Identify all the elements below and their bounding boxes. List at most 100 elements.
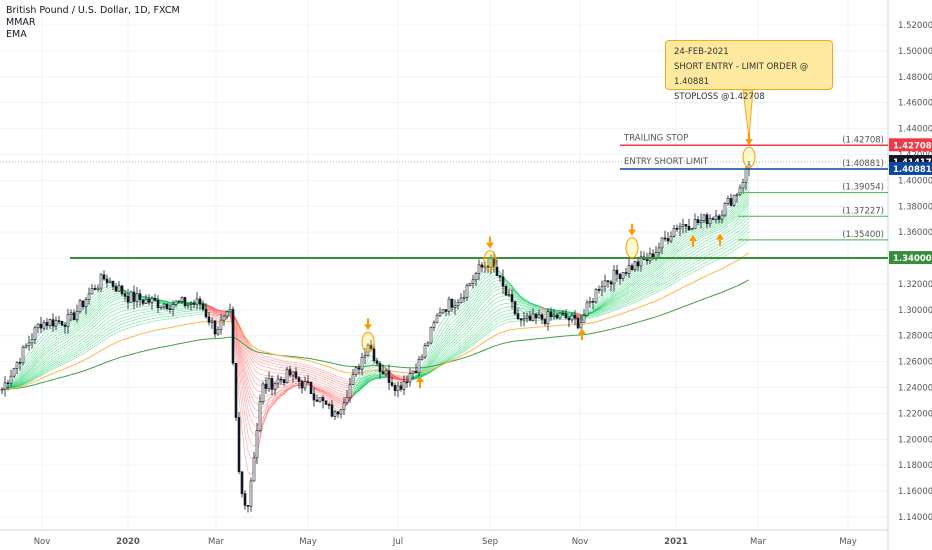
mmar-ribbon-segment	[166, 301, 171, 303]
mmar-ribbon-segment	[637, 279, 642, 283]
mmar-ribbon-segment	[517, 304, 522, 306]
mmar-ribbon-segment	[328, 378, 333, 381]
mmar-ribbon-segment	[631, 278, 636, 282]
mmar-ribbon-segment	[742, 197, 747, 204]
mmar-ribbon-segment	[91, 300, 96, 305]
mmar-ribbon-segment	[16, 378, 21, 382]
mmar-ribbon-segment	[454, 349, 459, 353]
mmar-ribbon-segment	[511, 287, 516, 291]
mmar-ribbon-segment	[601, 308, 606, 311]
mmar-ribbon-segment	[88, 337, 93, 341]
mmar-ribbon-segment	[280, 392, 285, 395]
mmar-ribbon-segment	[517, 298, 522, 301]
mmar-ribbon-segment	[298, 363, 303, 365]
mmar-ribbon-segment	[667, 250, 672, 254]
mmar-ribbon-segment	[649, 269, 654, 272]
mmar-ribbon-segment	[676, 251, 681, 255]
mmar-ribbon-segment	[127, 314, 132, 317]
mmar-ribbon-segment	[688, 252, 693, 255]
mmar-ribbon-segment	[706, 247, 711, 251]
mmar-ribbon-segment	[97, 341, 102, 345]
mmar-ribbon-segment	[76, 337, 81, 341]
mmar-ribbon-segment	[592, 307, 597, 312]
mmar-ribbon-segment	[688, 264, 693, 267]
mmar-ribbon-segment	[445, 333, 450, 339]
mmar-ribbon-segment	[247, 372, 252, 382]
mmar-ribbon-segment	[538, 306, 543, 308]
mmar-ribbon-segment	[52, 328, 57, 332]
mmar-ribbon-segment	[22, 377, 27, 381]
mmar-ribbon-segment	[631, 296, 636, 299]
candle-body	[318, 397, 322, 402]
mmar-ribbon-segment	[484, 301, 489, 306]
mmar-ribbon-segment	[361, 378, 366, 380]
mmar-ribbon-segment	[373, 372, 378, 375]
mmar-ribbon-segment	[358, 377, 363, 379]
mmar-ribbon-segment	[676, 244, 681, 248]
mmar-ribbon-segment	[442, 360, 447, 363]
mmar-ribbon-segment	[628, 288, 633, 291]
mmar-ribbon-segment	[472, 308, 477, 313]
mmar-ribbon-segment	[463, 347, 468, 351]
mmar-ribbon-segment	[334, 383, 339, 386]
mmar-ribbon-segment	[646, 291, 651, 294]
mmar-ribbon-segment	[496, 296, 501, 299]
mmar-ribbon-segment	[625, 294, 630, 297]
mmar-ribbon-segment	[418, 372, 423, 376]
mmar-ribbon-segment	[445, 359, 450, 363]
candle-body	[84, 299, 88, 308]
mmar-ribbon-segment	[289, 386, 294, 389]
mmar-ribbon-segment	[424, 373, 429, 376]
mmar-ribbon-segment	[736, 204, 741, 208]
mmar-ribbon-segment	[43, 362, 48, 366]
candle-body	[279, 378, 283, 381]
candle-body	[114, 286, 118, 292]
ema-long-line[interactable]	[1, 279, 750, 390]
mmar-ribbon-segment	[700, 247, 705, 251]
mmar-ribbon-segment	[274, 366, 279, 368]
mmar-ribbon-segment	[241, 357, 246, 373]
mmar-ribbon-segment	[601, 309, 606, 312]
mmar-ribbon-segment	[670, 254, 675, 258]
mmar-ribbon-segment	[373, 378, 378, 380]
candle-body	[306, 381, 310, 383]
mmar-ribbon-segment	[607, 285, 612, 288]
mmar-ribbon-segment	[667, 274, 672, 278]
mmar-ribbon-segment	[622, 296, 627, 299]
mmar-ribbon-segment	[268, 402, 273, 406]
mmar-ribbon-segment	[706, 263, 711, 266]
mmar-ribbon-segment	[391, 377, 396, 379]
mmar-ribbon-segment	[493, 314, 498, 317]
mmar-ribbon-segment	[733, 248, 738, 251]
mmar-ribbon-segment	[598, 301, 603, 306]
mmar-ribbon-segment	[457, 313, 462, 318]
mmar-ribbon-segment	[610, 289, 615, 294]
mmar-ribbon-segment	[709, 239, 714, 242]
mmar-ribbon-segment	[499, 295, 504, 298]
mmar-ribbon-segment	[115, 294, 120, 297]
mmar-ribbon-segment	[337, 397, 342, 400]
mmar-ribbon-segment	[685, 236, 690, 239]
mmar-ribbon-segment	[604, 295, 609, 299]
mmar-ribbon-segment	[262, 408, 267, 413]
candle-body	[210, 320, 214, 323]
mmar-ribbon-segment	[97, 296, 102, 302]
mmar-ribbon-segment	[718, 248, 723, 251]
mmar-ribbon-segment	[43, 350, 48, 354]
mmar-ribbon-segment	[457, 344, 462, 348]
mmar-ribbon-segment	[31, 376, 36, 379]
mmar-ribbon-segment	[667, 261, 672, 265]
mmar-ribbon-segment	[721, 224, 726, 227]
mmar-ribbon-segment	[31, 372, 36, 376]
candle-body	[27, 342, 31, 347]
mmar-ribbon-segment	[271, 395, 276, 398]
mmar-ribbon-segment	[13, 383, 18, 387]
mmar-ribbon-segment	[730, 222, 735, 225]
mmar-ribbon-segment	[127, 323, 132, 326]
mmar-ribbon-segment	[688, 266, 693, 269]
mmar-ribbon-segment	[673, 247, 678, 251]
mmar-ribbon-segment	[700, 229, 705, 233]
mmar-ribbon-segment	[55, 364, 60, 367]
ema-mid-line[interactable]	[1, 252, 750, 390]
